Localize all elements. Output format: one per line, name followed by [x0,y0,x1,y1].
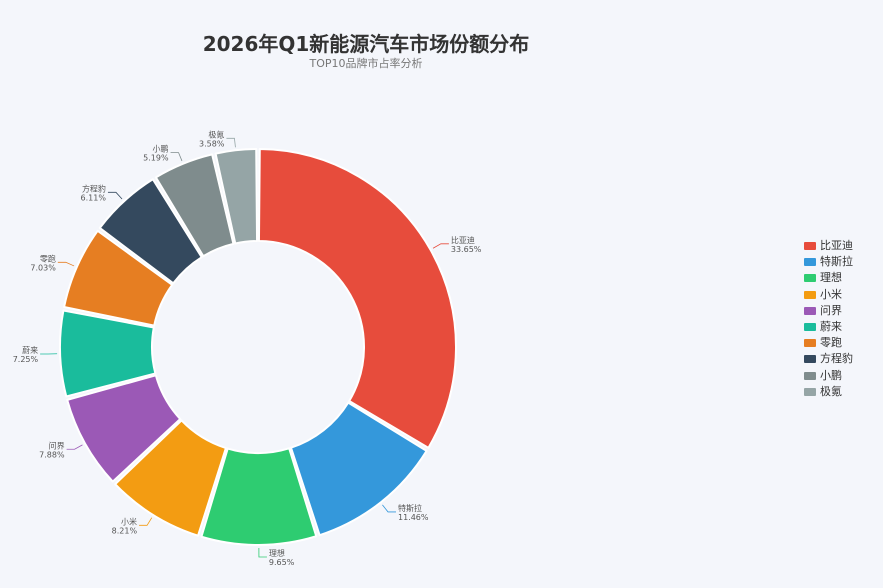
legend-swatch [804,242,816,250]
legend-item-0[interactable]: 比亚迪 [804,238,880,254]
legend-item-6[interactable]: 零跑 [804,335,880,351]
slice-6[interactable] [63,229,174,327]
legend-item-7[interactable]: 方程豹 [804,351,880,367]
legend-label: 特斯拉 [820,255,853,269]
slice-label-value-6: 7.03% [30,263,56,272]
leader-line-1 [382,504,396,513]
slice-2[interactable] [200,447,318,546]
leader-line-4 [66,444,83,450]
legend-item-3[interactable]: 小米 [804,287,880,303]
legend-item-9[interactable]: 极氪 [804,384,880,400]
slice-label-name-6: 零跑 [40,254,56,263]
legend-swatch [804,387,816,396]
slice-label-value-7: 6.11% [81,193,107,202]
slice-3[interactable] [114,419,227,537]
slice-label-name-8: 小鹏 [153,144,169,154]
legend-swatch [804,371,816,380]
slice-label-name-7: 方程豹 [82,183,106,193]
legend-label: 小米 [820,287,842,301]
slice-9[interactable] [214,148,259,245]
leader-line-2 [258,547,267,558]
slice-label-name-9: 极氪 [208,129,224,139]
legend-swatch [804,355,816,364]
leader-line-8 [170,152,183,162]
legend-item-8[interactable]: 小鹏 [804,368,880,384]
leader-line-9 [226,137,236,148]
legend-item-2[interactable]: 理想 [804,270,880,286]
slice-label-name-0: 比亚迪 [451,235,475,245]
slice-7[interactable] [98,178,203,285]
legend: 比亚迪特斯拉理想小米问界蔚来零跑方程豹小鹏极氪 [804,238,880,400]
legend-item-1[interactable]: 特斯拉 [804,254,880,270]
slice-4[interactable] [66,374,182,483]
legend-item-5[interactable]: 蔚来 [804,319,880,335]
slice-label-name-2: 理想 [269,548,285,558]
legend-label: 问界 [820,303,842,317]
legend-swatch [804,290,816,299]
legend-swatch [804,322,816,331]
legend-label: 小鹏 [820,368,842,382]
legend-swatch [804,306,816,315]
slice-label-name-1: 特斯拉 [398,503,422,513]
slice-label-name-3: 小米 [121,516,137,526]
slice-label-name-5: 蔚来 [22,345,38,355]
slice-label-value-0: 33.65% [451,245,482,254]
chart-title: 2026年Q1新能源汽车市场份额分布 [202,32,530,56]
legend-swatch [804,258,816,267]
slice-5[interactable] [59,309,157,398]
slice-0[interactable] [257,148,457,449]
leader-line-3 [139,517,153,526]
legend-item-4[interactable]: 问界 [804,303,880,319]
slice-8[interactable] [154,153,235,258]
slice-label-value-1: 11.46% [398,513,429,522]
legend-label: 方程豹 [820,352,853,366]
legend-label: 比亚迪 [820,239,853,252]
slice-label-value-2: 9.65% [269,558,295,567]
slice-label-name-4: 问界 [49,441,65,450]
slice-label-value-9: 3.58% [199,139,225,148]
legend-label: 极氪 [820,384,842,398]
legend-label: 零跑 [820,336,842,350]
legend-label: 理想 [820,271,842,285]
slice-label-value-5: 7.25% [13,355,39,364]
slice-label-value-8: 5.19% [143,154,169,163]
slice-1[interactable] [289,401,428,537]
chart-subtitle: TOP10品牌市占率分析 [309,57,423,70]
legend-label: 蔚来 [820,319,842,333]
leader-line-6 [57,261,75,267]
leader-line-0 [432,243,449,249]
leader-line-7 [107,191,123,200]
legend-swatch [804,274,816,283]
slice-label-value-4: 7.88% [39,450,65,459]
slice-label-value-3: 8.21% [112,526,138,535]
legend-swatch [804,339,816,348]
